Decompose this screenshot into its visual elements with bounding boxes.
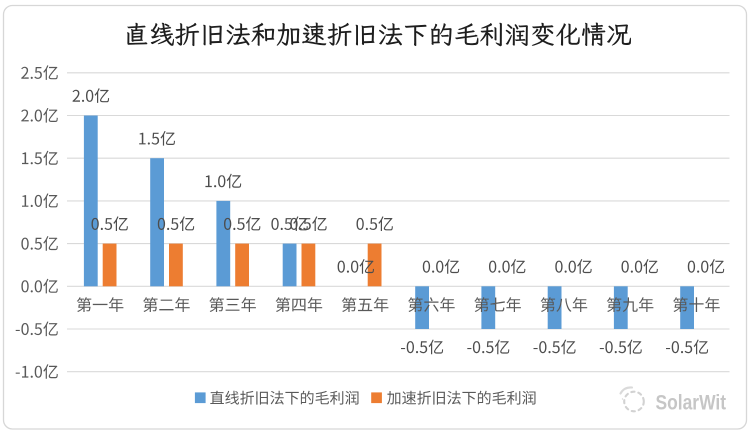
svg-text:SolarWit: SolarWit xyxy=(656,391,727,414)
